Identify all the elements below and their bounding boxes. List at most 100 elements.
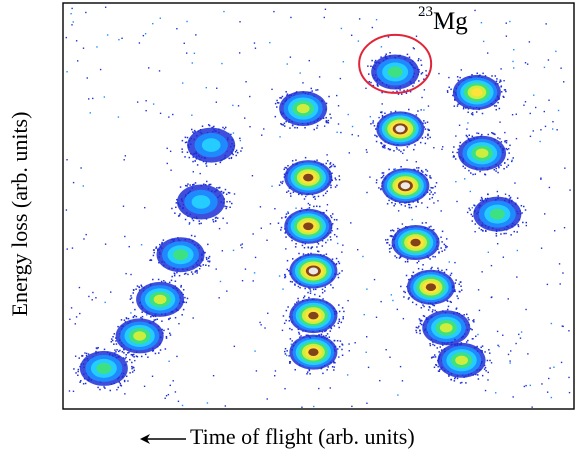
cluster-halo-dot — [389, 235, 392, 237]
cluster-halo-dot — [524, 209, 527, 211]
noise-dot — [75, 316, 78, 318]
cluster-halo-dot — [404, 205, 407, 207]
noise-dot — [347, 113, 349, 116]
noise-dot — [548, 99, 550, 101]
cluster-halo-dot — [79, 381, 81, 383]
noise-dot — [469, 190, 472, 193]
cluster-halo-dot — [418, 80, 420, 82]
noise-dot — [516, 249, 519, 252]
cluster-halo-dot — [132, 301, 134, 304]
cluster-halo-dot — [330, 117, 332, 119]
noise-dot — [433, 147, 435, 149]
cluster-halo-dot — [381, 176, 384, 178]
cluster-level — [303, 173, 314, 182]
cluster-halo-dot — [390, 111, 392, 113]
cluster-halo-dot — [297, 193, 300, 196]
cluster-halo-dot — [406, 260, 409, 263]
cluster-halo-dot — [235, 149, 238, 152]
annotation-layer — [358, 33, 433, 94]
cluster-halo-dot — [495, 105, 498, 107]
cluster-level — [303, 222, 314, 231]
noise-dot — [327, 239, 329, 241]
cluster-halo-dot — [330, 184, 332, 187]
cluster-halo-dot — [456, 377, 459, 380]
cluster-halo-dot — [443, 271, 446, 274]
cluster-halo-dot — [463, 314, 465, 316]
cluster-halo-dot — [503, 232, 505, 235]
noise-dot — [341, 251, 343, 253]
noise-dot — [568, 391, 571, 394]
noise-dot — [509, 20, 511, 23]
cluster-halo-dot — [323, 212, 325, 214]
noise-dot — [540, 178, 542, 180]
cluster-halo-dot — [184, 184, 187, 187]
noise-dot — [389, 356, 391, 358]
noise-dot — [502, 334, 504, 336]
cluster-halo-dot — [331, 213, 334, 215]
noise-dot — [524, 101, 527, 103]
cluster-halo-dot — [313, 195, 316, 198]
cluster-halo-dot — [286, 350, 288, 352]
cluster-halo-dot — [380, 142, 382, 144]
cluster-halo-dot — [517, 225, 520, 228]
cluster-halo-dot — [325, 162, 327, 165]
noise-dot — [346, 374, 349, 376]
cluster-halo-dot — [496, 78, 498, 80]
cluster-halo-dot — [294, 283, 296, 285]
noise-dot — [159, 112, 162, 115]
noise-dot — [92, 291, 94, 294]
cluster-halo-dot — [194, 235, 196, 238]
cluster-18 — [415, 307, 477, 351]
cluster-halo-dot — [152, 278, 154, 281]
cluster-halo-dot — [163, 280, 165, 282]
cluster-halo-dot — [123, 348, 125, 351]
cluster-halo-dot — [425, 168, 427, 171]
noise-dot — [286, 63, 288, 65]
cluster-layer — [73, 51, 528, 392]
cluster-halo-dot — [205, 264, 207, 267]
x-axis-label-wrap: Time of flight (arb. units) — [140, 424, 415, 450]
cluster-halo-dot — [403, 149, 405, 151]
cluster-halo-dot — [380, 177, 383, 179]
noise-dot — [560, 361, 563, 364]
cluster-halo-dot — [330, 239, 332, 241]
cluster-halo-dot — [280, 123, 282, 125]
cluster-halo-dot — [380, 111, 383, 114]
cluster-halo-dot — [426, 170, 429, 172]
cluster-halo-dot — [112, 335, 114, 338]
noise-dot — [548, 377, 550, 380]
cluster-halo-dot — [423, 305, 425, 308]
cluster-halo-dot — [320, 333, 323, 336]
cluster-halo-dot — [404, 291, 406, 294]
noise-dot — [547, 59, 550, 61]
cluster-halo-dot — [458, 290, 461, 293]
cluster-halo-dot — [115, 351, 117, 353]
noise-dot — [380, 46, 383, 48]
cluster-halo-dot — [427, 134, 429, 137]
cluster-halo-dot — [183, 273, 186, 275]
cluster-halo-dot — [387, 238, 389, 241]
noise-dot — [546, 283, 549, 286]
noise-dot — [269, 41, 271, 44]
cluster-halo-dot — [382, 172, 385, 174]
noise-dot — [415, 35, 418, 37]
cluster-halo-dot — [195, 270, 197, 272]
cluster-halo-dot — [185, 141, 188, 143]
cluster-halo-dot — [110, 338, 113, 340]
noise-dot — [558, 263, 561, 265]
cluster-halo-dot — [484, 351, 486, 353]
cluster-halo-dot — [190, 128, 193, 131]
noise-dot — [85, 233, 87, 236]
noise-dot — [218, 297, 220, 299]
noise-dot — [290, 343, 293, 345]
cluster-halo-dot — [317, 250, 320, 253]
noise-dot — [339, 77, 342, 80]
cluster-halo-dot — [291, 328, 293, 331]
noise-dot — [159, 17, 162, 19]
noise-dot — [221, 62, 223, 65]
cluster-halo-dot — [432, 356, 435, 358]
noise-dot — [466, 128, 468, 130]
noise-dot — [166, 147, 168, 150]
cluster-halo-dot — [289, 280, 292, 283]
cluster-halo-dot — [457, 79, 460, 82]
